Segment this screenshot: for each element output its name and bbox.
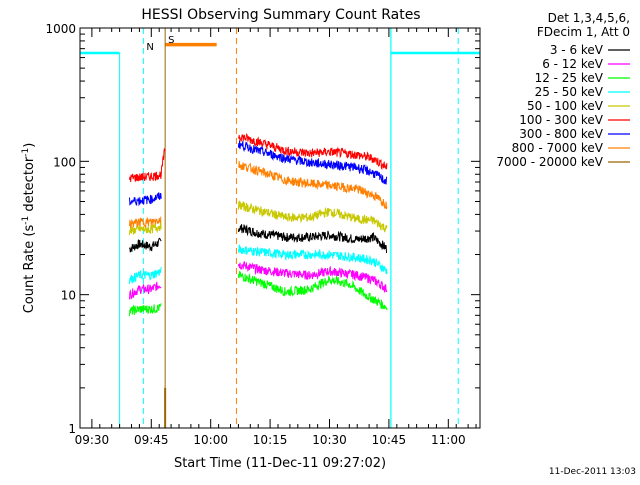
series-line bbox=[237, 271, 388, 311]
series-1 bbox=[129, 261, 388, 300]
series-6 bbox=[129, 140, 388, 207]
series-0 bbox=[129, 224, 387, 253]
series-2 bbox=[129, 271, 388, 317]
series-line bbox=[129, 266, 162, 285]
legend-label: 100 - 300 keV bbox=[519, 113, 603, 127]
series-line bbox=[129, 303, 162, 317]
legend-label: 25 - 50 keV bbox=[535, 85, 604, 99]
series-line bbox=[237, 132, 388, 171]
series-line bbox=[129, 148, 166, 183]
y-tick-label: 1000 bbox=[45, 22, 76, 36]
series-line bbox=[237, 200, 388, 233]
legend-label: 6 - 12 keV bbox=[542, 57, 604, 71]
x-tick-label: 09:45 bbox=[134, 433, 169, 447]
legend-header-settings: FDecim 1, Att 0 bbox=[537, 25, 630, 39]
x-axis-label: Start Time (11-Dec-11 09:27:02) bbox=[174, 456, 386, 471]
x-tick-label: 10:00 bbox=[193, 433, 228, 447]
x-tick-label: 10:15 bbox=[253, 433, 288, 447]
legend-label: 300 - 800 keV bbox=[519, 127, 603, 141]
x-tick-label: 10:45 bbox=[372, 433, 407, 447]
axes: 09:30 09:45 10:00 10:15 10:30 10:45 11:00 1 10 10… bbox=[45, 22, 481, 447]
y-tick-label: 100 bbox=[53, 155, 76, 169]
series-line bbox=[237, 261, 388, 294]
series-line bbox=[238, 160, 388, 210]
series-line bbox=[237, 224, 387, 253]
legend-label: 7000 - 20000 keV bbox=[496, 155, 603, 169]
x-tick-label: 09:30 bbox=[75, 433, 110, 447]
series-3 bbox=[129, 244, 388, 285]
legend-label: 3 - 6 keV bbox=[550, 43, 604, 57]
series-line bbox=[129, 216, 162, 229]
y-tick-label: 10 bbox=[61, 289, 76, 303]
chart-title: HESSI Observing Summary Count Rates bbox=[141, 7, 420, 23]
legend-header-detectors: Det 1,3,4,5,6, bbox=[548, 11, 630, 25]
y-tick-label: 1 bbox=[68, 422, 76, 436]
series-line bbox=[129, 192, 162, 207]
footer-timestamp: 11-Dec-2011 13:03 bbox=[549, 467, 636, 477]
legend-label: 12 - 25 keV bbox=[535, 71, 604, 85]
series-5 bbox=[129, 132, 388, 183]
legend-label: 50 - 100 keV bbox=[527, 99, 604, 113]
legend: Det 1,3,4,5,6, FDecim 1, Att 0 3 - 6 keV… bbox=[496, 11, 630, 169]
legend-label: 800 - 7000 keV bbox=[512, 141, 604, 155]
series-line bbox=[129, 237, 162, 253]
series-line bbox=[237, 140, 388, 185]
x-tick-label: 11:00 bbox=[431, 433, 466, 447]
plot-frame bbox=[79, 27, 481, 429]
y-axis-label: Count Rate (s-1 detector-1) bbox=[21, 143, 37, 314]
series-line bbox=[237, 244, 388, 275]
plot-area: NS bbox=[80, 28, 480, 428]
night-marker-label: N bbox=[146, 42, 153, 53]
series-7 bbox=[129, 160, 388, 229]
series-line bbox=[129, 281, 162, 300]
x-tick-label: 10:30 bbox=[312, 433, 347, 447]
saa-marker-label: S bbox=[168, 35, 174, 46]
